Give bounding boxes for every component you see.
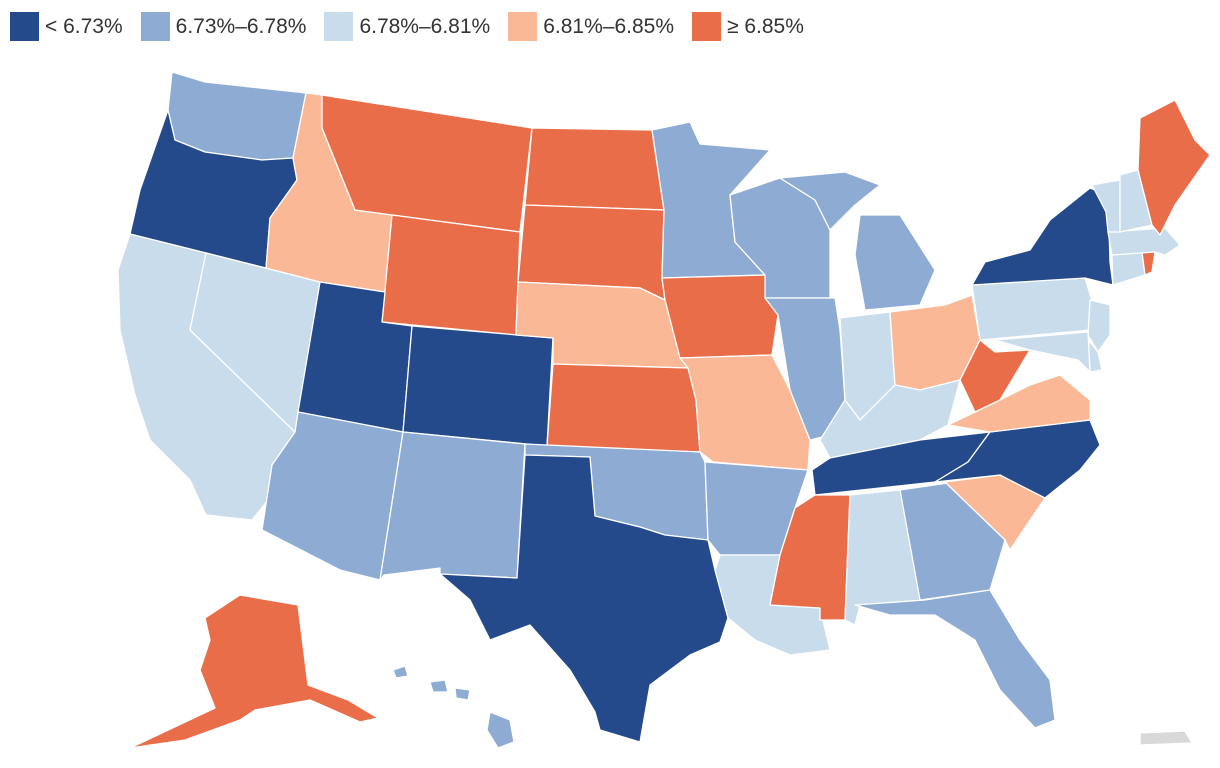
legend-label: 6.73%–6.78% bbox=[175, 14, 307, 38]
state-NC[interactable] bbox=[934, 419, 1101, 499]
legend-swatch bbox=[10, 12, 39, 41]
state-MD[interactable] bbox=[994, 331, 1091, 373]
legend-item-6-78-6-81: 6.78%–6.81% bbox=[324, 12, 490, 41]
territory-PR[interactable] bbox=[1139, 730, 1193, 746]
legend-swatch bbox=[508, 12, 538, 41]
legend-item-gte-6-85: ≥ 6.85% bbox=[692, 12, 804, 41]
legend-swatch bbox=[692, 12, 721, 41]
legend-label: < 6.73% bbox=[45, 14, 123, 38]
state-PA[interactable] bbox=[971, 277, 1096, 341]
legend-swatch bbox=[140, 12, 170, 41]
state-MS[interactable] bbox=[769, 494, 851, 621]
state-AK[interactable] bbox=[129, 594, 379, 749]
state-RI[interactable] bbox=[1141, 251, 1156, 276]
state-IA[interactable] bbox=[661, 274, 779, 359]
state-ND[interactable] bbox=[524, 127, 665, 211]
legend-label: 6.78%–6.81% bbox=[359, 14, 491, 38]
state-NJ[interactable] bbox=[1087, 299, 1111, 353]
legend-label: 6.81%–6.85% bbox=[543, 14, 674, 38]
legend-item-6-73-6-78: 6.73%–6.78% bbox=[140, 12, 307, 41]
state-MA[interactable] bbox=[1107, 227, 1181, 256]
state-CO[interactable] bbox=[402, 325, 554, 447]
legend-item-6-81-6-85: 6.81%–6.85% bbox=[508, 12, 674, 41]
state-KS[interactable] bbox=[546, 363, 701, 453]
state-WY[interactable] bbox=[381, 214, 521, 336]
state-NM[interactable] bbox=[379, 431, 526, 581]
state-HI[interactable] bbox=[392, 665, 515, 749]
state-MI[interactable] bbox=[779, 171, 936, 311]
state-FL[interactable] bbox=[854, 589, 1056, 729]
state-VT[interactable] bbox=[1091, 179, 1121, 233]
legend-swatch bbox=[324, 12, 354, 41]
state-NY[interactable] bbox=[971, 187, 1114, 286]
state-CT[interactable] bbox=[1111, 251, 1146, 286]
map-legend: < 6.73% 6.73%–6.78% 6.78%–6.81% 6.81%–6.… bbox=[10, 12, 804, 41]
legend-item-lt-6-73: < 6.73% bbox=[10, 12, 123, 41]
state-TX[interactable] bbox=[439, 454, 729, 743]
state-ME[interactable] bbox=[1137, 99, 1211, 236]
legend-label: ≥ 6.85% bbox=[727, 14, 804, 38]
